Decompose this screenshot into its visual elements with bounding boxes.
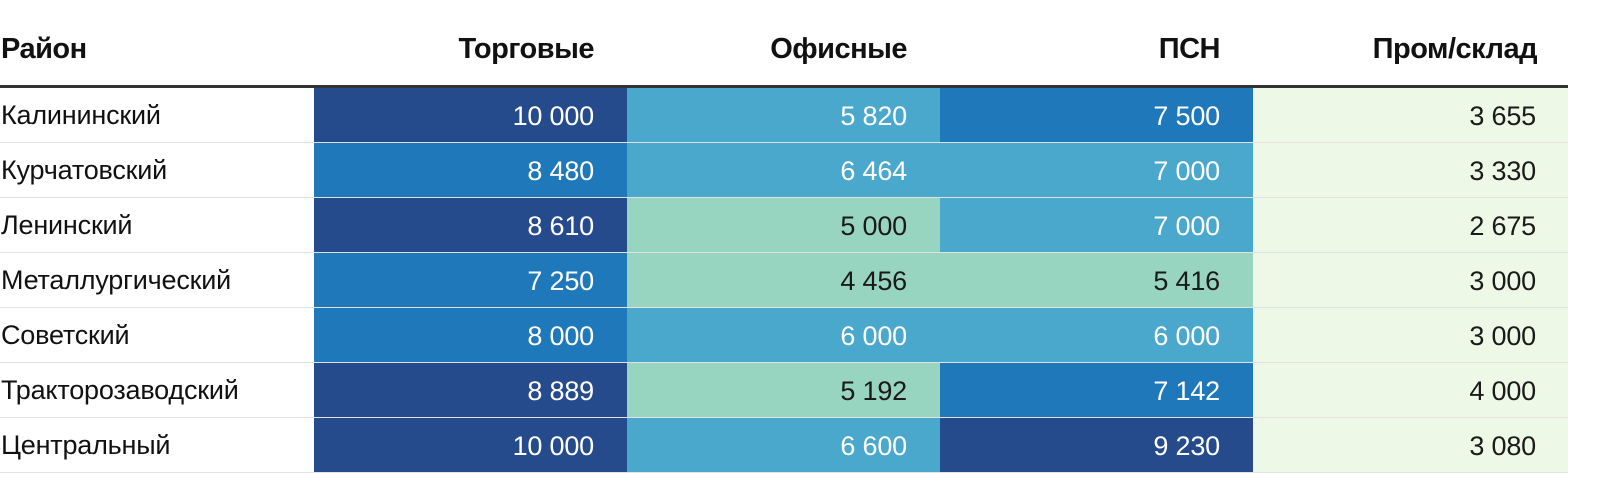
value-cell-retail: 8 889	[314, 363, 627, 417]
value-cell-industrial-warehouse: 3 655	[1253, 88, 1568, 142]
value-cell-psn: 7 500	[940, 88, 1253, 142]
value-cell-industrial-warehouse: 3 000	[1253, 308, 1568, 362]
value-cell-office: 5 820	[627, 88, 940, 142]
value-cell-industrial-warehouse: 3 000	[1253, 253, 1568, 307]
value-cell-retail: 10 000	[314, 88, 627, 142]
table-row: Центральный 10 000 6 600 9 230 3 080	[0, 418, 1568, 473]
district-name-cell: Калининский	[1, 99, 161, 130]
table-row: Советский 8 000 6 000 6 000 3 000	[0, 308, 1568, 363]
value-cell-office: 4 456	[627, 253, 940, 307]
value-cell-office: 5 000	[627, 198, 940, 252]
header-retail[interactable]: Торговые	[458, 33, 595, 65]
table-header-row: Район Торговые Офисные ПСН Пром/склад	[0, 0, 1568, 88]
value-cell-retail: 8 480	[314, 143, 627, 197]
header-office[interactable]: Офисные	[770, 33, 907, 65]
district-name-cell: Центральный	[1, 429, 171, 460]
header-industrial-warehouse[interactable]: Пром/склад	[1372, 33, 1538, 65]
value-cell-psn: 6 000	[940, 308, 1253, 362]
value-cell-retail: 10 000	[314, 418, 627, 472]
value-cell-retail: 8 610	[314, 198, 627, 252]
value-cell-retail: 7 250	[314, 253, 627, 307]
table-row: Тракторозаводский 8 889 5 192 7 142 4 000	[0, 363, 1568, 418]
value-cell-office: 6 600	[627, 418, 940, 472]
table-body: Калининский 10 000 5 820 7 500 3 655 Курчатов…	[0, 88, 1568, 473]
table-row: Ленинский 8 610 5 000 7 000 2 675	[0, 198, 1568, 253]
value-cell-office: 6 464	[627, 143, 940, 197]
rent-heatmap-table: Район Торговые Офисные ПСН Пром/склад Ка…	[0, 0, 1568, 473]
district-name-cell: Металлургический	[1, 264, 232, 295]
value-cell-psn: 7 000	[940, 143, 1253, 197]
value-cell-industrial-warehouse: 3 080	[1253, 418, 1568, 472]
value-cell-retail: 8 000	[314, 308, 627, 362]
value-cell-psn: 9 230	[940, 418, 1253, 472]
table-row: Курчатовский 8 480 6 464 7 000 3 330	[0, 143, 1568, 198]
value-cell-psn: 5 416	[940, 253, 1253, 307]
table-row: Калининский 10 000 5 820 7 500 3 655	[0, 88, 1568, 143]
header-psn[interactable]: ПСН	[1158, 33, 1221, 65]
value-cell-office: 6 000	[627, 308, 940, 362]
value-cell-industrial-warehouse: 2 675	[1253, 198, 1568, 252]
district-name-cell: Тракторозаводский	[1, 374, 239, 405]
table-row: Металлургический 7 250 4 456 5 416 3 000	[0, 253, 1568, 308]
district-name-cell: Ленинский	[1, 209, 133, 240]
value-cell-industrial-warehouse: 3 330	[1253, 143, 1568, 197]
value-cell-psn: 7 000	[940, 198, 1253, 252]
value-cell-industrial-warehouse: 4 000	[1253, 363, 1568, 417]
district-name-cell: Советский	[1, 319, 130, 350]
value-cell-psn: 7 142	[940, 363, 1253, 417]
district-name-cell: Курчатовский	[1, 154, 168, 185]
value-cell-office: 5 192	[627, 363, 940, 417]
header-district[interactable]: Район	[1, 33, 87, 65]
